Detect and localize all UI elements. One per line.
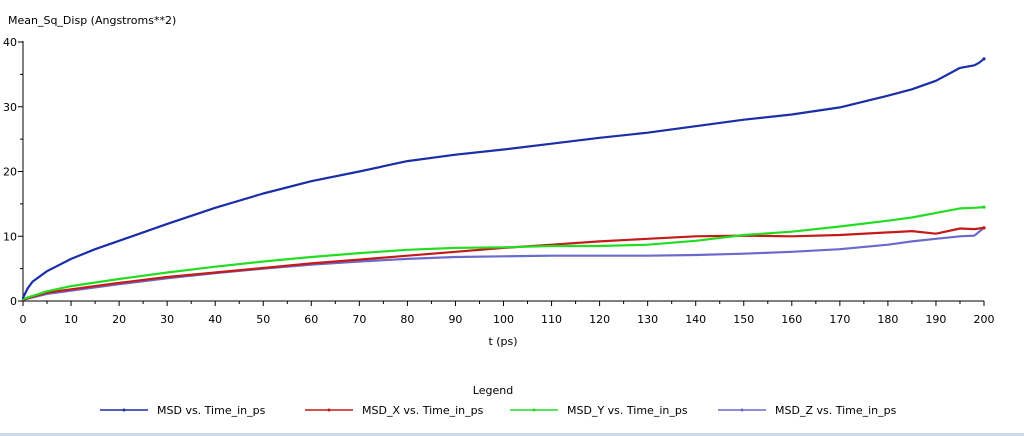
- x-tick-label: 30: [160, 313, 174, 326]
- msd-legend-marker: [122, 408, 126, 412]
- x-tick-label: 120: [589, 313, 610, 326]
- x-tick-label: 80: [400, 313, 414, 326]
- msd-x-legend-label: MSD_X vs. Time_in_ps: [362, 404, 484, 417]
- x-tick-label: 140: [685, 313, 706, 326]
- x-tick-label: 0: [20, 313, 27, 326]
- x-tick-label: 10: [64, 313, 78, 326]
- y-tick-label: 0: [10, 295, 17, 308]
- x-tick-label: 60: [304, 313, 318, 326]
- x-tick-label: 170: [829, 313, 850, 326]
- y-tick-label: 20: [3, 166, 17, 179]
- x-tick-label: 200: [974, 313, 995, 326]
- msd-end-point: [982, 57, 986, 61]
- msd-y-legend-marker: [532, 408, 536, 412]
- x-tick-label: 150: [733, 313, 754, 326]
- msd-x-end-point: [982, 226, 986, 230]
- x-tick-label: 110: [541, 313, 562, 326]
- msd-z-series-line: [21, 226, 986, 301]
- window-bottom-edge: [0, 433, 1024, 436]
- msd-y-end-point: [982, 205, 986, 209]
- x-tick-label: 70: [352, 313, 366, 326]
- y-tick-label: 40: [3, 36, 17, 49]
- x-tick-label: 90: [448, 313, 462, 326]
- x-axis: 0 10 20 30 40 50 60 70 80 90 100 110 120 130 140 150 160…: [20, 301, 995, 326]
- msd-z-legend-label: MSD_Z vs. Time_in_ps: [775, 404, 897, 417]
- x-tick-label: 100: [493, 313, 514, 326]
- msd-z-legend-marker: [740, 408, 744, 412]
- msd-legend-label: MSD vs. Time_in_ps: [157, 404, 266, 417]
- x-tick-label: 40: [208, 313, 222, 326]
- x-tick-label: 130: [637, 313, 658, 326]
- msd-y-legend-label: MSD_Y vs. Time_in_ps: [567, 404, 688, 417]
- x-tick-label: 190: [925, 313, 946, 326]
- y-axis-label: Mean_Sq_Disp (Angstroms**2): [8, 14, 176, 27]
- x-axis-label: t (ps): [488, 335, 517, 348]
- series-layer: [21, 57, 986, 301]
- msd-y-series-line: [21, 206, 986, 301]
- x-tick-label: 20: [112, 313, 126, 326]
- msd-x-series-line: [21, 226, 986, 301]
- msd-series-line: [21, 57, 986, 299]
- x-tick-label: 180: [877, 313, 898, 326]
- y-tick-label: 10: [3, 230, 17, 243]
- legend: MSD vs. Time_in_ps MSD_X vs. Time_in_ps MS…: [100, 404, 897, 417]
- legend-title: Legend: [473, 384, 513, 397]
- x-tick-label: 160: [781, 313, 802, 326]
- y-axis: 0 10 20 30 40: [3, 36, 23, 308]
- x-tick-label: 50: [256, 313, 270, 326]
- msd-x-legend-marker: [327, 408, 331, 412]
- y-tick-label: 30: [3, 101, 17, 114]
